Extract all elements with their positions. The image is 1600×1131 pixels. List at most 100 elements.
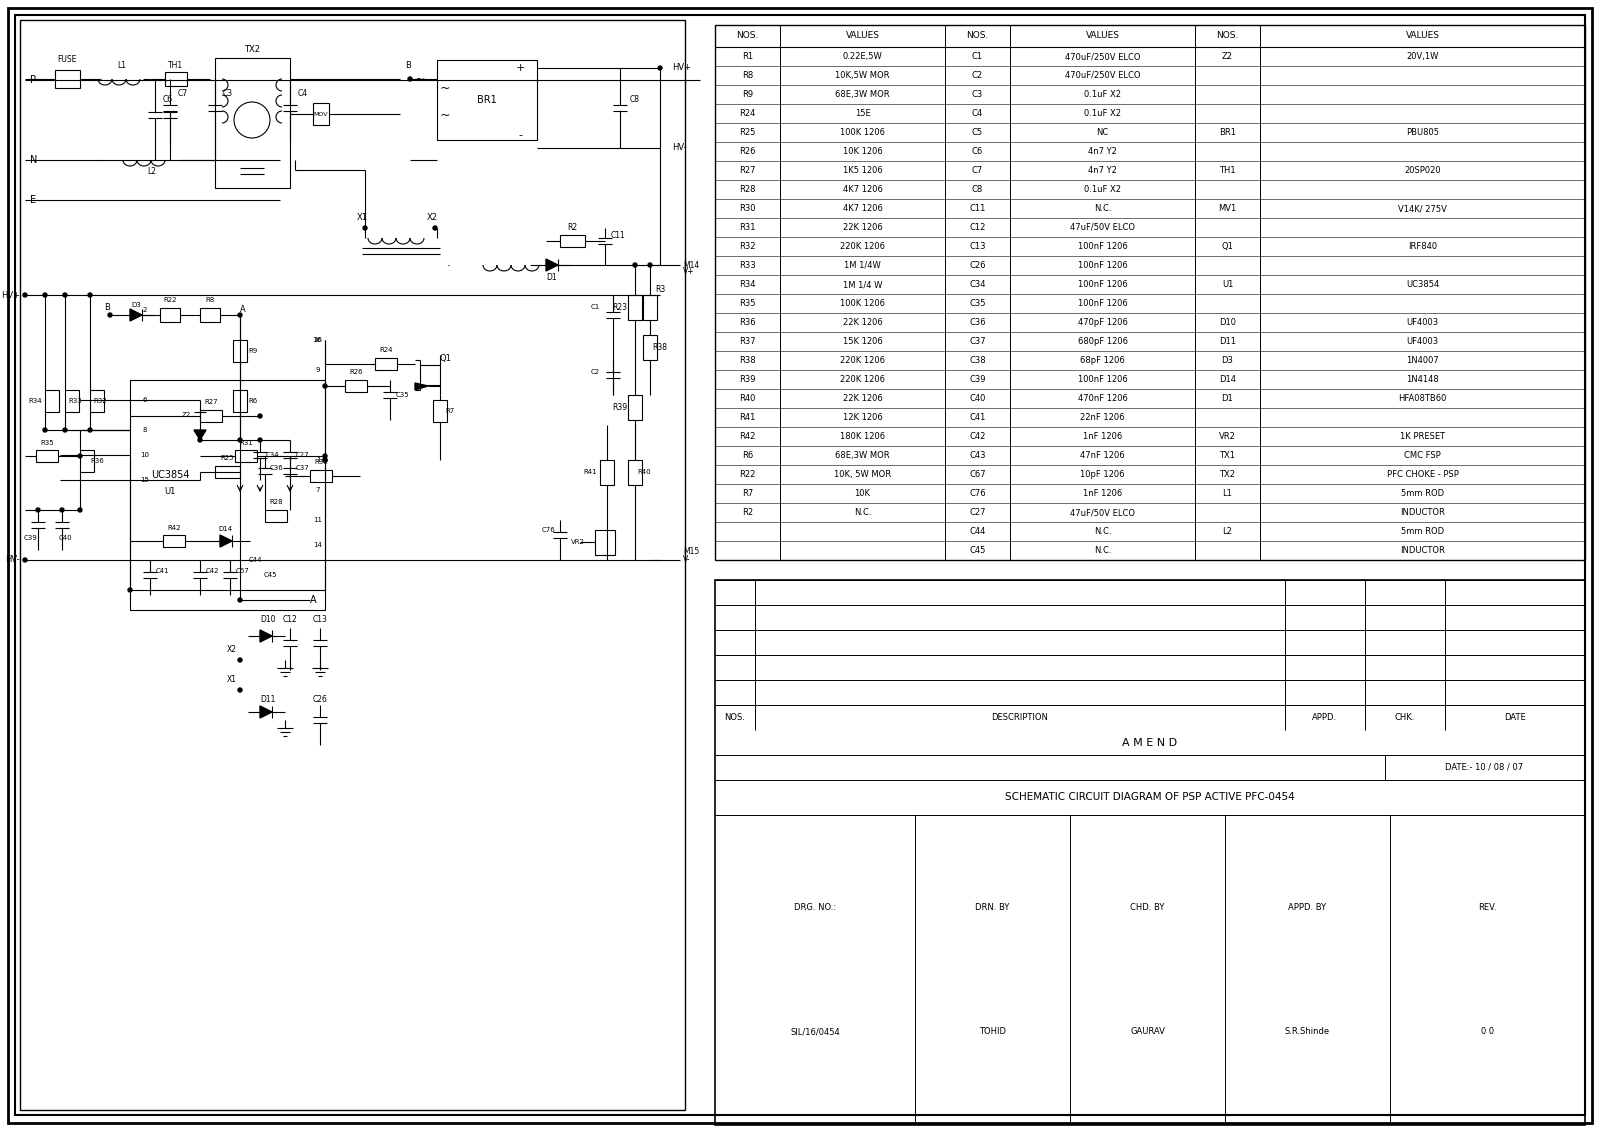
Text: B: B — [104, 302, 110, 311]
Text: 47uF/50V ELCO: 47uF/50V ELCO — [1070, 508, 1134, 517]
Text: R7: R7 — [742, 489, 754, 498]
Text: CHK.: CHK. — [1395, 713, 1414, 722]
Text: VALUES: VALUES — [1405, 32, 1440, 41]
Text: IRF840: IRF840 — [1408, 242, 1437, 251]
Text: ~: ~ — [414, 72, 426, 86]
Text: 4K7 1206: 4K7 1206 — [843, 185, 883, 195]
Text: R27: R27 — [739, 166, 755, 175]
Text: 9: 9 — [315, 366, 320, 373]
Text: UC3854: UC3854 — [1406, 280, 1438, 290]
Text: UC3854: UC3854 — [150, 470, 189, 480]
Text: C35: C35 — [395, 392, 410, 398]
Text: C11: C11 — [970, 204, 986, 213]
Text: 220K 1206: 220K 1206 — [840, 356, 885, 365]
Text: 470uF/250V ELCO: 470uF/250V ELCO — [1064, 52, 1141, 61]
Text: C76: C76 — [970, 489, 986, 498]
Bar — [90, 390, 104, 412]
Text: 100nF 1206: 100nF 1206 — [1078, 299, 1128, 308]
Polygon shape — [259, 630, 272, 642]
Text: U1: U1 — [1222, 280, 1234, 290]
Text: C3: C3 — [971, 90, 982, 100]
Bar — [45, 390, 59, 412]
Text: R22: R22 — [739, 470, 755, 480]
Circle shape — [35, 508, 40, 512]
Text: M14: M14 — [683, 260, 699, 269]
Text: R34: R34 — [739, 280, 755, 290]
Text: 100K 1206: 100K 1206 — [840, 128, 885, 137]
Text: L1: L1 — [1222, 489, 1232, 498]
Text: 100nF 1206: 100nF 1206 — [1078, 242, 1128, 251]
Bar — [627, 395, 642, 420]
Text: R6: R6 — [248, 398, 258, 404]
Text: C41: C41 — [155, 568, 170, 575]
Text: C40: C40 — [970, 394, 986, 403]
Circle shape — [61, 508, 64, 512]
Text: 0.1uF X2: 0.1uF X2 — [1085, 90, 1122, 100]
Bar — [560, 235, 586, 247]
Text: R33: R33 — [739, 261, 755, 270]
Circle shape — [238, 598, 242, 602]
Text: B: B — [405, 60, 411, 69]
Bar — [266, 510, 286, 523]
Bar — [715, 580, 1586, 1125]
Text: M15: M15 — [683, 547, 699, 556]
Text: BR1: BR1 — [477, 95, 498, 105]
Text: R36: R36 — [90, 458, 104, 464]
Text: VALUES: VALUES — [845, 32, 880, 41]
Text: VALUES: VALUES — [1085, 32, 1120, 41]
Bar — [234, 340, 246, 362]
Text: 0 0: 0 0 — [1482, 1027, 1494, 1036]
Text: R36: R36 — [739, 318, 755, 327]
Text: D3: D3 — [131, 302, 141, 308]
Text: R8: R8 — [742, 71, 754, 80]
Text: A: A — [240, 305, 246, 314]
Text: R28: R28 — [739, 185, 755, 195]
Text: C37: C37 — [294, 465, 309, 470]
Text: HV+: HV+ — [672, 63, 691, 72]
Circle shape — [109, 313, 112, 317]
Text: A M E N D: A M E N D — [1123, 737, 1178, 748]
Text: R42: R42 — [739, 432, 755, 441]
Text: TX2: TX2 — [243, 45, 259, 54]
Text: C40: C40 — [58, 535, 72, 541]
Bar — [130, 380, 325, 610]
Circle shape — [658, 66, 662, 70]
Text: C45: C45 — [970, 546, 986, 555]
Text: R2: R2 — [742, 508, 754, 517]
Text: C8: C8 — [971, 185, 982, 195]
Bar — [35, 450, 58, 461]
Text: C6: C6 — [971, 147, 982, 156]
Text: VR2: VR2 — [1219, 432, 1235, 441]
Text: R31: R31 — [238, 440, 253, 446]
Text: 470uF/250V ELCO: 470uF/250V ELCO — [1064, 71, 1141, 80]
Text: D11: D11 — [1219, 337, 1235, 346]
Text: 1K PRESET: 1K PRESET — [1400, 432, 1445, 441]
Polygon shape — [221, 535, 232, 547]
Circle shape — [323, 458, 326, 461]
Text: L2: L2 — [147, 167, 157, 176]
Bar — [627, 295, 642, 320]
Text: 22nF 1206: 22nF 1206 — [1080, 413, 1125, 422]
Text: TX1: TX1 — [1219, 451, 1235, 460]
Text: 6: 6 — [142, 397, 147, 403]
Text: 220K 1206: 220K 1206 — [840, 375, 885, 385]
Bar — [437, 60, 538, 140]
Text: R37: R37 — [739, 337, 755, 346]
Circle shape — [62, 293, 67, 297]
Text: R25: R25 — [739, 128, 755, 137]
Text: UF4003: UF4003 — [1406, 337, 1438, 346]
Circle shape — [363, 226, 366, 230]
Text: 10K: 10K — [854, 489, 870, 498]
Text: R32: R32 — [93, 398, 107, 404]
Text: X2: X2 — [427, 214, 437, 223]
Polygon shape — [194, 430, 206, 440]
Polygon shape — [130, 309, 142, 321]
Text: Z2: Z2 — [181, 412, 190, 418]
Text: 0.22E,5W: 0.22E,5W — [843, 52, 882, 61]
Text: DATE: DATE — [1504, 713, 1526, 722]
Text: C6: C6 — [163, 95, 173, 104]
Text: N.C.: N.C. — [1094, 546, 1112, 555]
Text: 15K 1206: 15K 1206 — [843, 337, 882, 346]
Text: 22K 1206: 22K 1206 — [843, 318, 882, 327]
Circle shape — [43, 293, 46, 297]
